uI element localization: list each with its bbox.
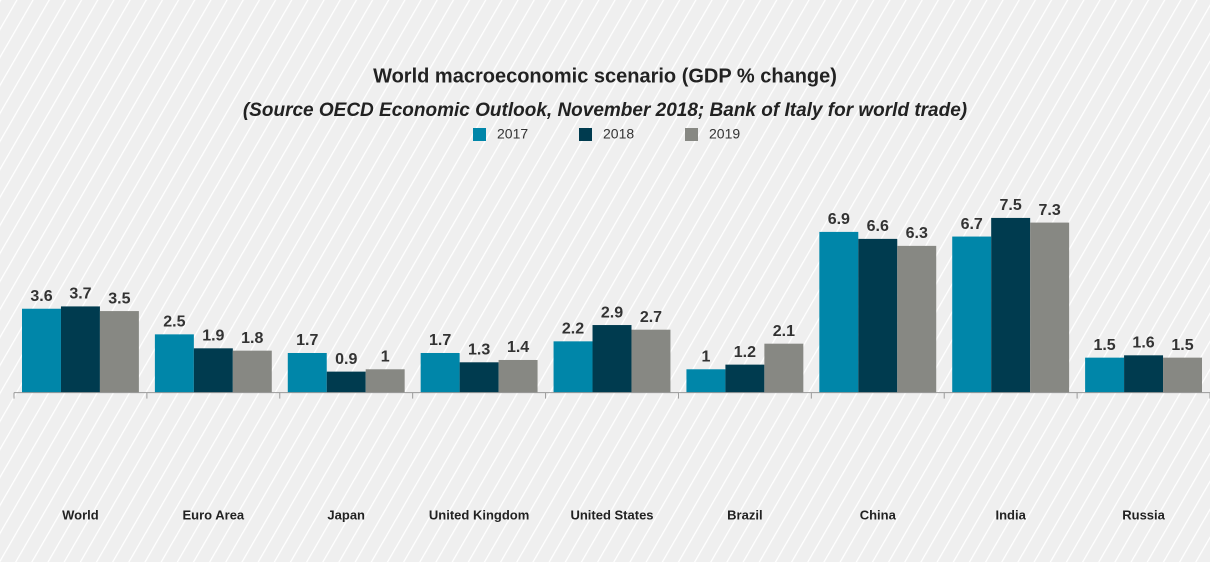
data-label: 1.9 — [202, 328, 224, 345]
bar — [1085, 357, 1125, 393]
legend-label: 2019 — [709, 126, 740, 142]
bar — [1124, 355, 1164, 393]
bar — [60, 306, 100, 393]
data-label: 1.7 — [429, 332, 451, 349]
bar — [991, 217, 1031, 393]
data-label: 6.9 — [828, 211, 850, 228]
bar — [897, 245, 937, 393]
bar — [154, 334, 194, 393]
data-label: 1.2 — [734, 344, 756, 361]
legend-swatch — [579, 128, 592, 141]
bar — [22, 308, 61, 393]
bar — [193, 348, 233, 393]
bar — [99, 311, 139, 393]
data-label: 7.5 — [1000, 197, 1022, 214]
bar — [498, 359, 538, 393]
data-label: 2.5 — [163, 314, 185, 331]
bar — [1030, 222, 1070, 393]
x-tick-label: Euro Area — [183, 507, 245, 522]
data-label: 6.3 — [906, 225, 928, 242]
bar — [764, 343, 804, 393]
x-tick-label: Japan — [327, 507, 365, 522]
data-label: 1.5 — [1171, 337, 1193, 354]
bar — [952, 236, 992, 393]
x-tick-label: United States — [570, 507, 653, 522]
chart-subtitle: (Source OECD Economic Outlook, November … — [243, 100, 967, 121]
data-label: 0.9 — [335, 351, 357, 368]
data-label: 6.6 — [867, 218, 889, 235]
legend-swatch — [473, 128, 486, 141]
bar — [592, 325, 632, 393]
bar — [858, 238, 898, 393]
data-label: 2.7 — [640, 309, 662, 326]
data-label: 7.3 — [1039, 202, 1061, 219]
x-tick-label: World — [62, 507, 99, 522]
data-label: 1.3 — [468, 342, 490, 359]
bar — [725, 364, 765, 393]
bar — [631, 329, 671, 393]
bar — [553, 341, 593, 393]
bar — [326, 371, 366, 393]
data-label: 1 — [701, 349, 710, 366]
data-label: 1.7 — [296, 332, 318, 349]
x-tick-label: United Kingdom — [429, 507, 529, 522]
data-label: 3.6 — [30, 288, 52, 305]
data-label: 3.7 — [69, 286, 91, 303]
bar — [287, 352, 327, 393]
bar — [1163, 357, 1202, 393]
data-label: 1 — [381, 349, 390, 366]
legend-swatch — [685, 128, 698, 141]
chart-title: World macroeconomic scenario (GDP % chan… — [373, 65, 837, 87]
bar — [686, 369, 726, 393]
data-label: 2.1 — [773, 323, 795, 340]
bar — [365, 369, 405, 393]
data-label: 1.6 — [1132, 335, 1154, 352]
data-label: 3.5 — [108, 290, 130, 307]
data-label: 6.7 — [961, 216, 983, 233]
bar — [420, 352, 460, 393]
data-label: 2.2 — [562, 321, 584, 338]
legend-label: 2018 — [603, 126, 634, 142]
bar — [232, 350, 272, 393]
x-tick-label: India — [995, 507, 1026, 522]
x-tick-label: Brazil — [727, 507, 762, 522]
bar — [459, 362, 499, 393]
data-label: 1.8 — [241, 330, 263, 347]
bar — [819, 231, 859, 393]
data-label: 1.4 — [507, 339, 529, 356]
legend-label: 2017 — [497, 126, 528, 142]
x-tick-label: China — [860, 507, 897, 522]
data-label: 1.5 — [1093, 337, 1115, 354]
x-tick-label: Russia — [1122, 507, 1165, 522]
data-label: 2.9 — [601, 304, 623, 321]
